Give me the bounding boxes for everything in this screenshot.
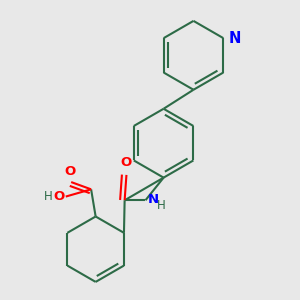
Text: N: N (229, 31, 241, 46)
Text: N: N (147, 193, 158, 206)
Text: O: O (54, 190, 65, 203)
Text: H: H (44, 190, 53, 203)
Text: H: H (157, 199, 166, 212)
Text: O: O (64, 164, 76, 178)
Text: O: O (121, 157, 132, 169)
